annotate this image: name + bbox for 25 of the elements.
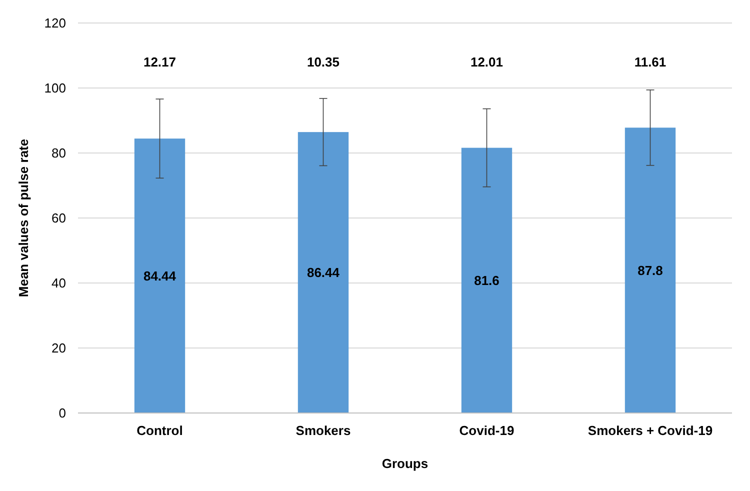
bar	[624, 128, 676, 413]
y-tick-label: 20	[52, 340, 66, 356]
y-tick-label: 100	[44, 80, 66, 96]
y-tick-label: 60	[52, 210, 66, 226]
y-tick-label: 80	[52, 146, 66, 161]
x-tick-label: Smokers + Covid-19	[588, 423, 713, 438]
y-axis-title: Mean values of pulse rate	[16, 138, 31, 298]
x-tick-label: Covid-19	[459, 423, 514, 438]
data-label: 86.44	[306, 265, 340, 280]
y-tick-label: 40	[52, 276, 66, 291]
annotation: 11.61	[634, 54, 666, 70]
data-label: 81.6	[474, 272, 500, 288]
annotation: 12.17	[143, 54, 176, 70]
annotation: 10.35	[306, 54, 340, 70]
y-tick-label: 0	[58, 406, 66, 421]
y-tick-label: 120	[44, 16, 66, 31]
annotation: 12.01	[470, 54, 504, 70]
x-tick-label: Smokers	[296, 423, 351, 438]
bar	[461, 148, 512, 413]
x-tick-label: Control	[136, 423, 183, 438]
data-label: 87.8	[638, 262, 663, 278]
bar	[298, 132, 349, 413]
data-label: 84.44	[143, 268, 177, 284]
x-axis-title: Groups	[382, 456, 428, 471]
bar	[134, 138, 186, 413]
